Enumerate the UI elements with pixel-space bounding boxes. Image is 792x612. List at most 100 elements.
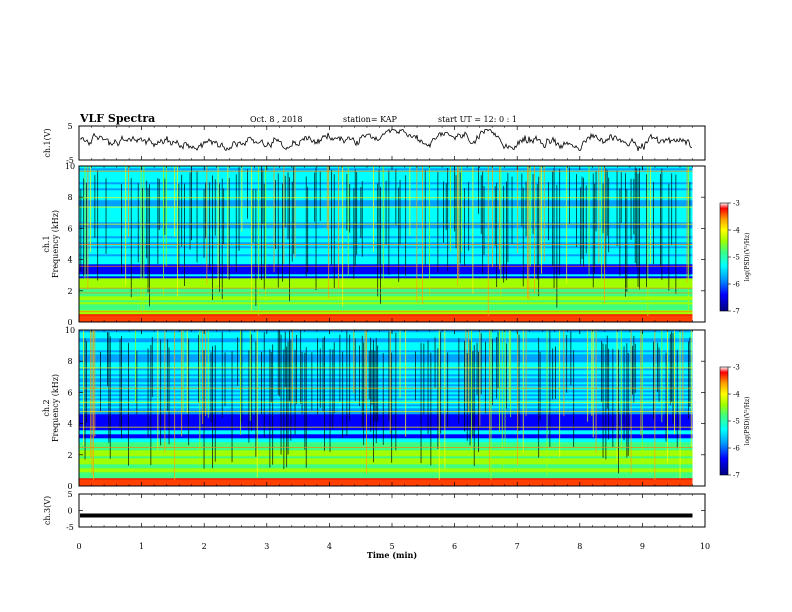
sferic-dark <box>434 337 436 388</box>
sferic-dark <box>248 350 250 443</box>
sferic-dark <box>606 335 608 409</box>
narrowband-line <box>79 411 693 413</box>
sferic-dark <box>632 345 633 395</box>
sferic-dark <box>255 341 257 457</box>
sferic-dark <box>289 330 290 402</box>
sferic-bright <box>240 330 241 435</box>
sferic-dark <box>549 330 551 448</box>
spectrogram-band <box>79 260 693 263</box>
sferic-bright <box>364 330 366 404</box>
ch2-spectrogram-cells <box>79 330 693 487</box>
sferic-dark <box>290 340 292 441</box>
spectrogram-band <box>79 252 693 255</box>
sferic-dark <box>322 338 324 412</box>
spectrogram-band <box>79 478 693 481</box>
spectrogram-band <box>79 258 693 261</box>
colorbar-tick-label: -7 <box>733 472 740 480</box>
spectrogram-band <box>79 348 693 351</box>
sferic-dark <box>385 180 387 245</box>
narrowband-line <box>79 367 693 369</box>
sferic-dark <box>128 342 129 466</box>
sferic-dark <box>440 331 442 434</box>
sferic-dark <box>349 184 351 233</box>
sferic-bright <box>529 166 531 266</box>
sferic-dark <box>538 337 540 458</box>
spectrogram-band <box>79 452 693 455</box>
sferic-dark <box>606 170 608 236</box>
sferic-bright <box>465 330 467 404</box>
sferic-dark <box>437 172 439 273</box>
sferic-bright <box>186 330 188 414</box>
sferic-dark <box>333 342 335 414</box>
channel-label: ch.2 <box>42 399 51 416</box>
sferic-dark <box>585 185 587 254</box>
sferic-dark <box>86 182 87 275</box>
panel-frame <box>78 493 706 528</box>
colorbar <box>719 202 729 312</box>
sferic-bright <box>174 330 176 484</box>
spectrogram-band <box>79 448 693 451</box>
sferic-bright <box>342 166 344 307</box>
sferic-dark <box>368 350 370 399</box>
sferic-bright <box>499 330 500 432</box>
sferic-dark <box>553 168 555 289</box>
sferic-bright <box>128 166 129 237</box>
x-tick-label: 0 <box>76 542 81 551</box>
sferic-bright <box>283 166 285 265</box>
sferic-bright <box>604 166 605 303</box>
sferic-dark <box>455 175 457 249</box>
sferic-dark <box>329 349 331 452</box>
sferic-dark <box>241 331 243 423</box>
sferic-dark <box>671 331 673 403</box>
sferic-dark <box>566 335 568 393</box>
sferic-dark <box>353 188 355 279</box>
sferic-bright <box>510 330 512 417</box>
sferic-dark <box>478 166 479 214</box>
sferic-dark <box>296 334 297 404</box>
spectrogram-band <box>79 434 693 437</box>
sferic-dark <box>307 186 309 273</box>
sferic-dark <box>349 334 351 421</box>
sferic-dark <box>653 341 654 419</box>
x-tick-label: 2 <box>202 542 207 551</box>
sferic-dark <box>263 183 265 290</box>
sferic-dark <box>247 169 248 219</box>
spectrogram-band <box>79 254 693 257</box>
sferic-dark <box>346 330 348 437</box>
narrowband-line <box>79 447 693 448</box>
sferic-bright <box>90 166 92 252</box>
spectrogram-band <box>79 294 693 297</box>
sferic-bright <box>353 330 355 394</box>
colorbar-tick-label: -3 <box>733 364 740 372</box>
spectrogram-band <box>79 444 693 447</box>
spectrogram-band <box>79 422 693 425</box>
chart-title: VLF Spectra <box>80 112 156 125</box>
sferic-dark <box>282 183 283 282</box>
sferic-dark <box>342 351 344 438</box>
sferic-dark <box>382 353 384 446</box>
sferic-dark <box>97 170 99 281</box>
sferic-bright <box>490 330 492 482</box>
sferic-bright <box>450 166 451 252</box>
sferic-bright <box>241 166 243 232</box>
sferic-bright <box>566 166 568 285</box>
spectrogram-band <box>79 458 693 461</box>
spectrogram-band <box>79 406 693 409</box>
sferic-bright <box>164 330 166 453</box>
sferic-dark <box>277 330 279 395</box>
sferic-dark <box>552 348 554 400</box>
sferic-dark <box>363 342 365 446</box>
spectrogram-band <box>79 468 693 471</box>
sferic-dark <box>346 174 348 231</box>
y-tick-label: 0 <box>67 482 72 491</box>
sferic-dark <box>196 171 198 263</box>
sferic-dark <box>221 178 223 299</box>
spectrogram-band <box>79 418 693 421</box>
sferic-dark <box>538 176 540 297</box>
sferic-dark <box>646 174 647 288</box>
sferic-dark <box>270 352 272 403</box>
sferic-dark <box>146 180 148 259</box>
sferic-dark <box>636 168 638 267</box>
sferic-dark <box>518 334 520 431</box>
sferic-bright <box>206 166 208 285</box>
